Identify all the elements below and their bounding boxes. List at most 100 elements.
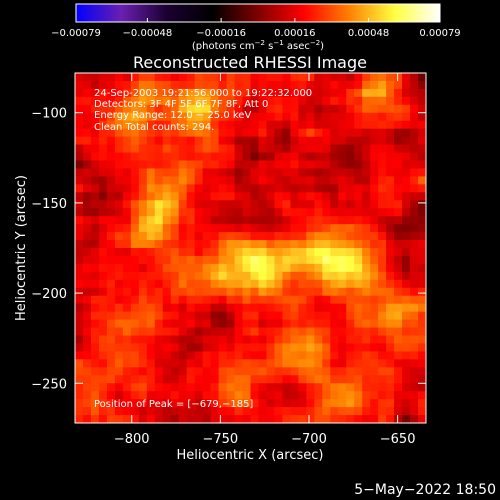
heatmap-cell <box>114 104 124 114</box>
heatmap-cell <box>210 263 220 273</box>
heatmap-cell <box>258 240 268 249</box>
heatmap-cell <box>162 192 172 201</box>
heatmap-cell <box>234 287 244 297</box>
heatmap-cell <box>306 319 315 329</box>
heatmap-cell <box>298 327 307 337</box>
heatmap-cell <box>146 128 156 138</box>
heatmap-cell <box>282 112 291 122</box>
heatmap-cell <box>274 295 284 305</box>
heatmap-cell <box>82 128 92 138</box>
heatmap-cell <box>162 128 172 138</box>
heatmap-cell <box>378 248 387 257</box>
heatmap-cell <box>354 240 363 249</box>
heatmap-cell <box>154 128 164 138</box>
heatmap-cell <box>202 144 212 154</box>
heatmap-cell <box>346 295 355 305</box>
heatmap-cell <box>402 88 411 98</box>
heatmap-cell <box>394 184 403 193</box>
heatmap-cell <box>75 311 84 321</box>
heatmap-cell <box>322 176 331 185</box>
heatmap-cell <box>162 391 172 400</box>
heatmap-cell <box>234 327 244 337</box>
heatmap-cell <box>378 399 387 408</box>
heatmap-cell <box>202 120 212 130</box>
heatmap-cell <box>242 176 252 185</box>
heatmap-cell <box>290 184 299 193</box>
heatmap-cell <box>242 343 252 352</box>
heatmap-cell <box>266 248 276 257</box>
heatmap-cell <box>314 224 323 233</box>
heatmap-cell <box>258 184 268 193</box>
heatmap-cell <box>394 295 403 305</box>
heatmap-cell <box>386 343 395 352</box>
heatmap-cell <box>98 367 108 376</box>
heatmap-cell <box>322 319 331 329</box>
heatmap-cell <box>226 120 236 130</box>
heatmap-cell <box>154 232 164 241</box>
heatmap-cell <box>250 287 260 297</box>
heatmap-cell <box>314 279 323 289</box>
heatmap-cell <box>210 407 220 416</box>
heatmap-cell <box>122 295 132 305</box>
heatmap-cell <box>386 399 395 408</box>
heatmap-cell <box>354 192 363 201</box>
heatmap-cell <box>378 271 387 281</box>
heatmap-cell <box>306 343 315 352</box>
heatmap-cell <box>306 152 315 162</box>
heatmap-cell <box>402 335 411 345</box>
colorbar-tick-label: −0.00016 <box>196 28 246 39</box>
heatmap-cell <box>90 168 100 177</box>
heatmap-cell <box>370 335 379 345</box>
heatmap-cell <box>402 73 411 82</box>
heatmap-cell <box>418 160 426 170</box>
heatmap-cell <box>298 240 307 249</box>
heatmap-cell <box>75 343 84 352</box>
heatmap-cell <box>98 303 108 313</box>
heatmap-cell <box>146 144 156 154</box>
heatmap-cell <box>210 73 220 82</box>
heatmap-cell <box>378 359 387 368</box>
heatmap-cell <box>210 303 220 313</box>
heatmap-cell <box>418 192 426 201</box>
heatmap-cell <box>274 263 284 273</box>
colorbar-unit-label: (photons cm−2 s−1 asec−2) <box>192 39 324 52</box>
heatmap-cell <box>258 120 268 130</box>
heatmap-cell <box>250 351 260 360</box>
heatmap-cell <box>322 359 331 368</box>
heatmap-cell <box>394 73 403 82</box>
heatmap-cell <box>386 263 395 273</box>
heatmap-cell <box>218 184 228 193</box>
heatmap-cell <box>130 232 140 241</box>
x-tick-label: −750 <box>203 432 239 447</box>
heatmap-cell <box>378 136 387 146</box>
heatmap-cell <box>274 343 284 352</box>
heatmap-cell <box>170 216 180 225</box>
heatmap-cell <box>346 112 355 122</box>
heatmap-cell <box>338 415 347 423</box>
heatmap-cell <box>282 311 291 321</box>
heatmap-cell <box>234 144 244 154</box>
heatmap-cell <box>210 192 220 201</box>
heatmap-cell <box>290 104 299 114</box>
heatmap-cell <box>98 248 108 257</box>
heatmap-cell <box>266 295 276 305</box>
heatmap-cell <box>226 104 236 114</box>
heatmap-cell <box>75 383 84 392</box>
heatmap-cell <box>106 303 116 313</box>
heatmap-cell <box>178 120 188 130</box>
heatmap-cell <box>202 343 212 352</box>
heatmap-cell <box>250 343 260 352</box>
heatmap-cell <box>186 88 196 98</box>
heatmap-cell <box>330 136 339 146</box>
heatmap-cell <box>98 128 108 138</box>
heatmap-cell <box>242 367 252 376</box>
heatmap-cell <box>242 391 252 400</box>
heatmap-cell <box>394 240 403 249</box>
x-tick-label: −800 <box>114 432 150 447</box>
heatmap-cell <box>226 351 236 360</box>
heatmap-cell <box>322 383 331 392</box>
heatmap-cell <box>362 120 371 130</box>
heatmap-cell <box>75 303 84 313</box>
heatmap-cell <box>290 383 299 392</box>
heatmap-cell <box>234 160 244 170</box>
